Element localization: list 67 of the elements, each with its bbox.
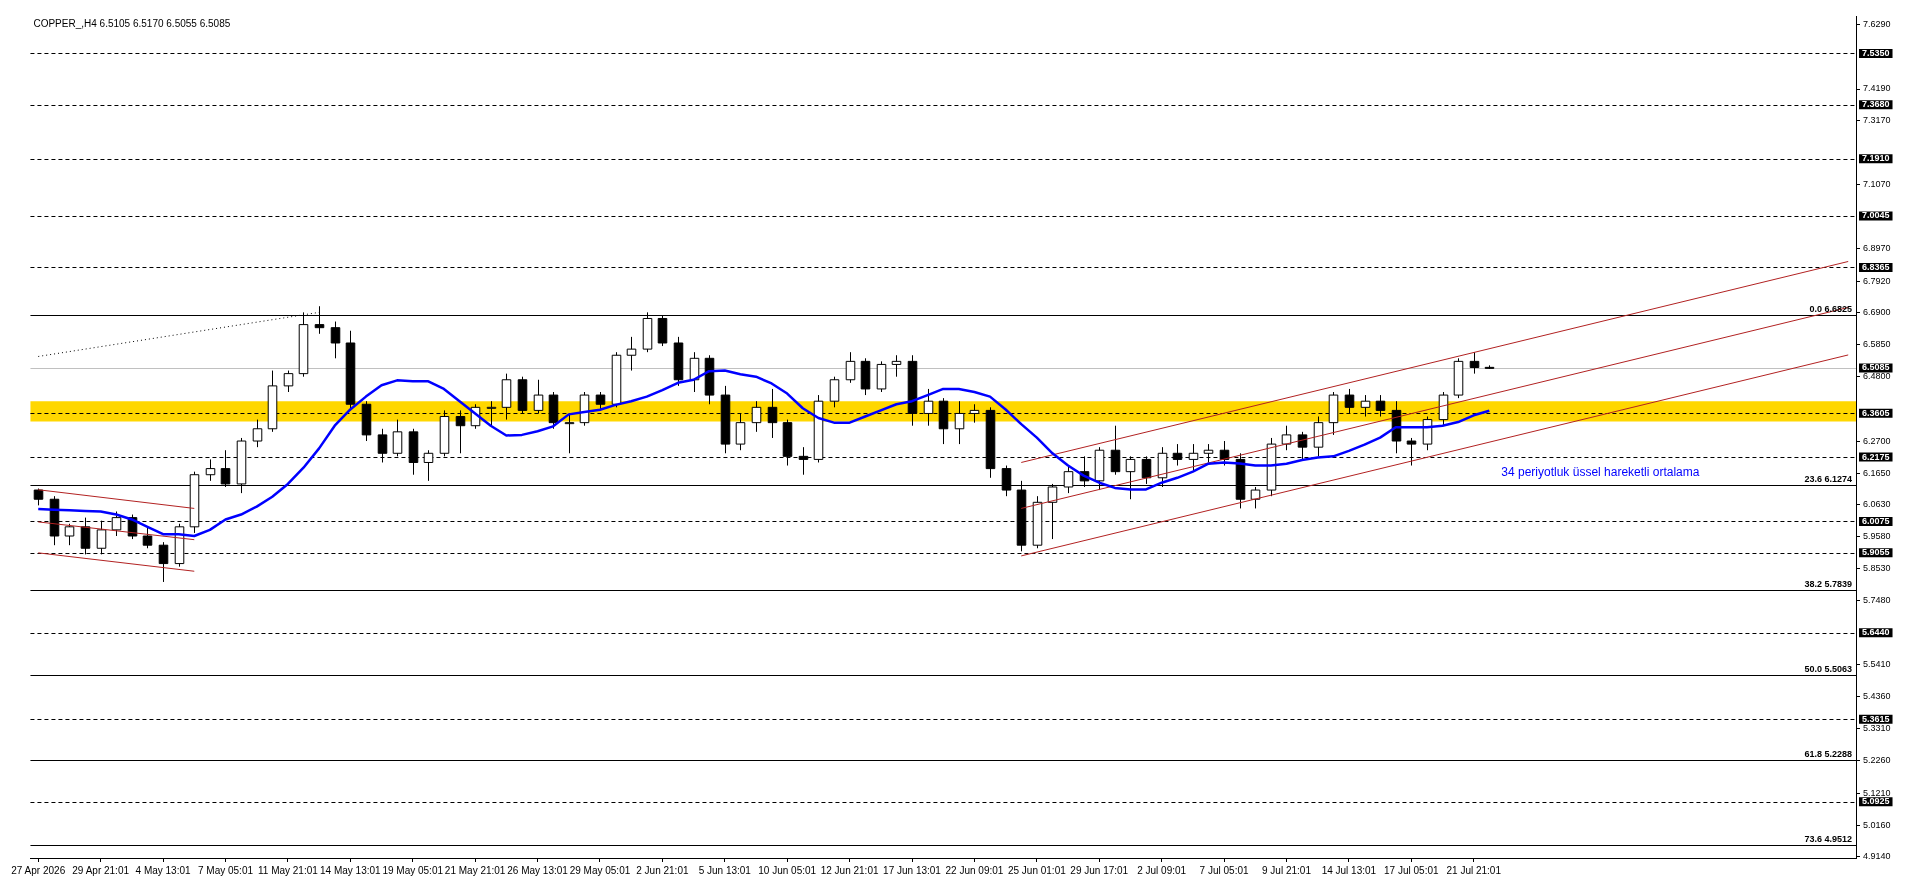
ref-line-label: 73.6 4.9512: [1804, 834, 1852, 845]
x-tick-label: 12 Jun 21:01: [820, 864, 879, 876]
x-tick-label: 9 Jul 21:01: [1262, 864, 1312, 876]
x-tick-label: 25 Jun 01:01: [1007, 864, 1067, 876]
y-tick-label: 7.6290: [1863, 19, 1891, 30]
ref-line-label: 0.0 6.6825: [1809, 303, 1852, 314]
x-tick-label: 21 May 21:01: [444, 864, 506, 876]
x-tick-label: 29 Jun 17:01: [1070, 864, 1129, 876]
y-tick-label: 6.1650: [1863, 467, 1891, 478]
x-tick-label: 7 May 05:01: [197, 864, 254, 876]
ref-line-label: 5.6440: [1862, 627, 1890, 638]
y-tick-label: 7.1070: [1863, 179, 1891, 190]
x-tick-label: 7 Jul 05:01: [1199, 864, 1249, 876]
chart-title: COPPER_,H4 6.5105 6.5170 6.5055 6.5085: [33, 18, 231, 30]
y-tick-label: 5.0160: [1863, 819, 1891, 830]
y-tick-label: 6.0630: [1863, 498, 1891, 509]
x-tick-label: 2 Jun 21:01: [636, 864, 689, 876]
ref-line-label: 6.5085: [1862, 362, 1890, 373]
x-tick-label: 21 Jul 21:01: [1446, 864, 1502, 876]
y-tick-label: 4.9140: [1863, 850, 1891, 861]
x-tick-label: 29 Apr 21:01: [72, 864, 130, 876]
ref-line-label: 6.3605: [1862, 407, 1890, 418]
ref-line-label: 61.8 5.2288: [1804, 749, 1852, 760]
x-tick-label: 27 Apr 2026: [11, 864, 66, 876]
y-tick-label: 5.3310: [1863, 723, 1891, 734]
x-tick-label: 11 May 21:01: [257, 864, 319, 876]
x-tick-label: 14 May 13:01: [320, 864, 382, 876]
x-tick-label: 5 Jun 13:01: [698, 864, 752, 876]
ref-line-label: 23.6 6.1274: [1804, 473, 1852, 484]
ref-line-label: 6.8365: [1862, 261, 1890, 272]
y-tick-label: 7.3170: [1863, 114, 1891, 125]
y-tick-label: 6.5850: [1863, 339, 1891, 350]
y-tick-label: 5.2260: [1863, 755, 1891, 766]
y-tick-label: 5.5410: [1863, 658, 1891, 669]
x-tick-label: 26 May 13:01: [507, 864, 569, 876]
ref-line-label: 7.5350: [1862, 47, 1890, 58]
y-tick-label: 6.6900: [1863, 306, 1891, 317]
y-tick-label: 5.7480: [1863, 595, 1891, 606]
y-tick-label: 5.8530: [1863, 563, 1891, 574]
y-tick-label: 6.7920: [1863, 275, 1891, 286]
x-tick-label: 22 Jun 09:01: [945, 864, 1004, 876]
y-tick-label: 5.1210: [1863, 787, 1891, 798]
ref-line-label: 5.0925: [1862, 796, 1890, 807]
ref-line-label: 6.0075: [1862, 515, 1890, 526]
ref-line-label: 7.3680: [1862, 99, 1890, 110]
ref-line-label: 7.0045: [1862, 210, 1890, 221]
x-tick-label: 2 Jul 09:01: [1137, 864, 1187, 876]
ref-line-label: 38.2 5.7839: [1804, 578, 1852, 589]
x-tick-label: 10 Jun 05:01: [758, 864, 817, 876]
y-tick-label: 6.8970: [1863, 243, 1891, 254]
y-tick-label: 5.9580: [1863, 531, 1891, 542]
x-tick-label: 17 Jun 13:01: [883, 864, 942, 876]
ref-line-label: 50.0 5.5063: [1804, 663, 1852, 674]
x-tick-label: 14 Jul 13:01: [1321, 864, 1377, 876]
x-tick-label: 19 May 05:01: [382, 864, 444, 876]
ref-line-label: 6.2175: [1862, 451, 1890, 462]
y-tick-label: 5.4360: [1863, 691, 1891, 702]
x-tick-label: 4 May 13:01: [135, 864, 192, 876]
ref-line-label: 7.1910: [1862, 153, 1890, 164]
y-tick-label: 6.4800: [1863, 371, 1891, 382]
ref-line-label: 5.9055: [1862, 547, 1890, 558]
text: 34 periyotluk üssel hareketli ortalama: [1501, 465, 1700, 480]
x-tick-label: 17 Jul 05:01: [1384, 864, 1439, 876]
ref-line-label: 5.3615: [1862, 713, 1890, 724]
y-tick-label: 6.2700: [1863, 435, 1891, 446]
x-tick-label: 29 May 05:01: [569, 864, 631, 876]
y-tick-label: 7.4190: [1863, 83, 1891, 94]
